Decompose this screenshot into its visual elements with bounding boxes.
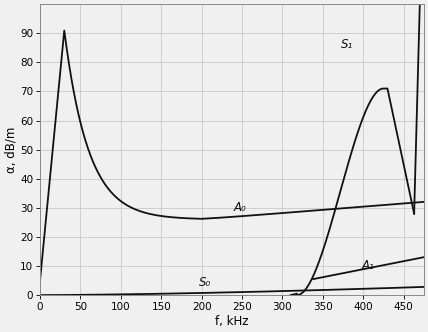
Text: S₁: S₁ <box>342 38 354 51</box>
X-axis label: f, kHz: f, kHz <box>215 315 249 328</box>
Y-axis label: α, dB/m: α, dB/m <box>4 126 17 173</box>
Text: S₀: S₀ <box>199 276 211 290</box>
Text: A₁: A₁ <box>362 259 374 272</box>
Text: A₀: A₀ <box>234 201 247 214</box>
